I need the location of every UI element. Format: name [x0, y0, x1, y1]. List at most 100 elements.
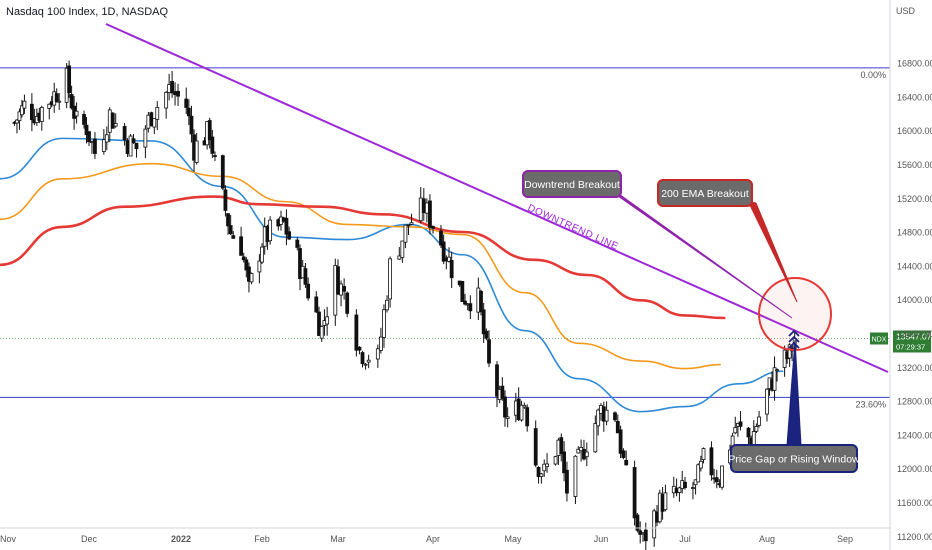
candle-body[interactable]: [210, 136, 215, 154]
candle-body[interactable]: [213, 155, 217, 157]
candle-body[interactable]: [746, 427, 751, 438]
candle-body[interactable]: [268, 219, 273, 242]
candle-body[interactable]: [618, 429, 623, 454]
candle-body[interactable]: [47, 103, 52, 109]
candle-body[interactable]: [596, 409, 601, 427]
candle-body[interactable]: [15, 119, 19, 124]
candle-body[interactable]: [487, 339, 491, 364]
candle-body[interactable]: [360, 352, 365, 365]
candle-body[interactable]: [553, 456, 558, 465]
candle-body[interactable]: [231, 235, 236, 239]
candle-body[interactable]: [39, 106, 44, 122]
candle-body[interactable]: [643, 529, 648, 542]
candle-body[interactable]: [298, 248, 302, 279]
candle-body[interactable]: [479, 290, 483, 312]
candle-body[interactable]: [125, 140, 130, 154]
candle-body[interactable]: [17, 111, 22, 122]
candle-body[interactable]: [584, 451, 589, 458]
candle-body[interactable]: [164, 92, 169, 109]
candle-body[interactable]: [441, 241, 446, 262]
candle-body[interactable]: [149, 112, 154, 127]
candle-body[interactable]: [223, 189, 228, 211]
candle-body[interactable]: [186, 107, 191, 117]
candle-body[interactable]: [184, 98, 189, 108]
candle-body[interactable]: [93, 138, 97, 154]
candle-body[interactable]: [176, 90, 180, 97]
candle-body[interactable]: [714, 477, 719, 483]
candle-body[interactable]: [189, 115, 194, 135]
candle-body[interactable]: [604, 409, 609, 422]
candle-body[interactable]: [772, 367, 777, 391]
candle-body[interactable]: [194, 140, 199, 163]
candle-body[interactable]: [354, 314, 359, 351]
candle-body[interactable]: [257, 260, 262, 273]
candle-body[interactable]: [306, 283, 311, 299]
candle-body[interactable]: [260, 246, 264, 263]
candle-body[interactable]: [54, 93, 59, 103]
candle-body[interactable]: [345, 292, 350, 314]
candle-body[interactable]: [74, 110, 79, 117]
candle-body[interactable]: [428, 200, 432, 228]
candle-body[interactable]: [615, 421, 620, 434]
candle-body[interactable]: [104, 134, 109, 143]
candle-body[interactable]: [82, 114, 86, 125]
candle-body[interactable]: [505, 416, 510, 419]
candle-body[interactable]: [484, 330, 489, 339]
candle-body[interactable]: [379, 336, 383, 351]
candle-body[interactable]: [765, 388, 769, 415]
candle-body[interactable]: [228, 225, 233, 235]
candle-body[interactable]: [481, 309, 486, 335]
candle-body[interactable]: [170, 81, 174, 94]
candle-body[interactable]: [366, 359, 371, 363]
candle-body[interactable]: [375, 348, 380, 360]
candle-body[interactable]: [29, 103, 34, 121]
candle-body[interactable]: [447, 256, 451, 262]
candle-body[interactable]: [733, 427, 738, 434]
candle-body[interactable]: [533, 428, 538, 466]
candle-body[interactable]: [342, 286, 347, 292]
candle-body[interactable]: [463, 300, 467, 305]
candle-body[interactable]: [495, 364, 499, 397]
candle-body[interactable]: [107, 109, 112, 133]
candle-body[interactable]: [363, 363, 368, 366]
candle-body[interactable]: [87, 131, 91, 143]
candle-body[interactable]: [775, 369, 779, 372]
candle-body[interactable]: [562, 451, 566, 474]
candle-body[interactable]: [431, 226, 435, 229]
candle-body[interactable]: [239, 236, 243, 256]
candle-body[interactable]: [565, 469, 569, 494]
candle-body[interactable]: [22, 100, 27, 109]
candle-body[interactable]: [57, 100, 62, 103]
candle-body[interactable]: [90, 141, 94, 143]
candle-body[interactable]: [460, 280, 465, 302]
candle-body[interactable]: [339, 283, 343, 296]
candle-body[interactable]: [409, 222, 414, 225]
candles[interactable]: [12, 60, 797, 550]
candle-body[interactable]: [545, 463, 549, 468]
candle-body[interactable]: [701, 448, 706, 460]
candle-body[interactable]: [167, 84, 172, 93]
candle-body[interactable]: [400, 240, 405, 258]
candle-body[interactable]: [500, 385, 505, 399]
candle-body[interactable]: [519, 404, 524, 421]
candle-body[interactable]: [754, 425, 759, 432]
candle-body[interactable]: [406, 224, 411, 227]
downtrend-line[interactable]: [105, 23, 889, 373]
candle-body[interactable]: [220, 155, 225, 189]
candle-body[interactable]: [738, 421, 743, 427]
candle-body[interactable]: [388, 258, 392, 300]
candle-body[interactable]: [110, 112, 115, 129]
candle-body[interactable]: [787, 344, 792, 359]
candle-body[interactable]: [698, 460, 703, 469]
candle-body[interactable]: [226, 213, 230, 227]
candle-body[interactable]: [536, 466, 541, 477]
candle-body[interactable]: [424, 202, 429, 214]
candle-body[interactable]: [155, 107, 160, 120]
candle-body[interactable]: [403, 224, 408, 243]
candle-body[interactable]: [635, 514, 640, 531]
candle-body[interactable]: [295, 239, 300, 248]
candle-body[interactable]: [134, 142, 139, 150]
candle-body[interactable]: [593, 423, 598, 453]
candle-body[interactable]: [152, 118, 157, 128]
